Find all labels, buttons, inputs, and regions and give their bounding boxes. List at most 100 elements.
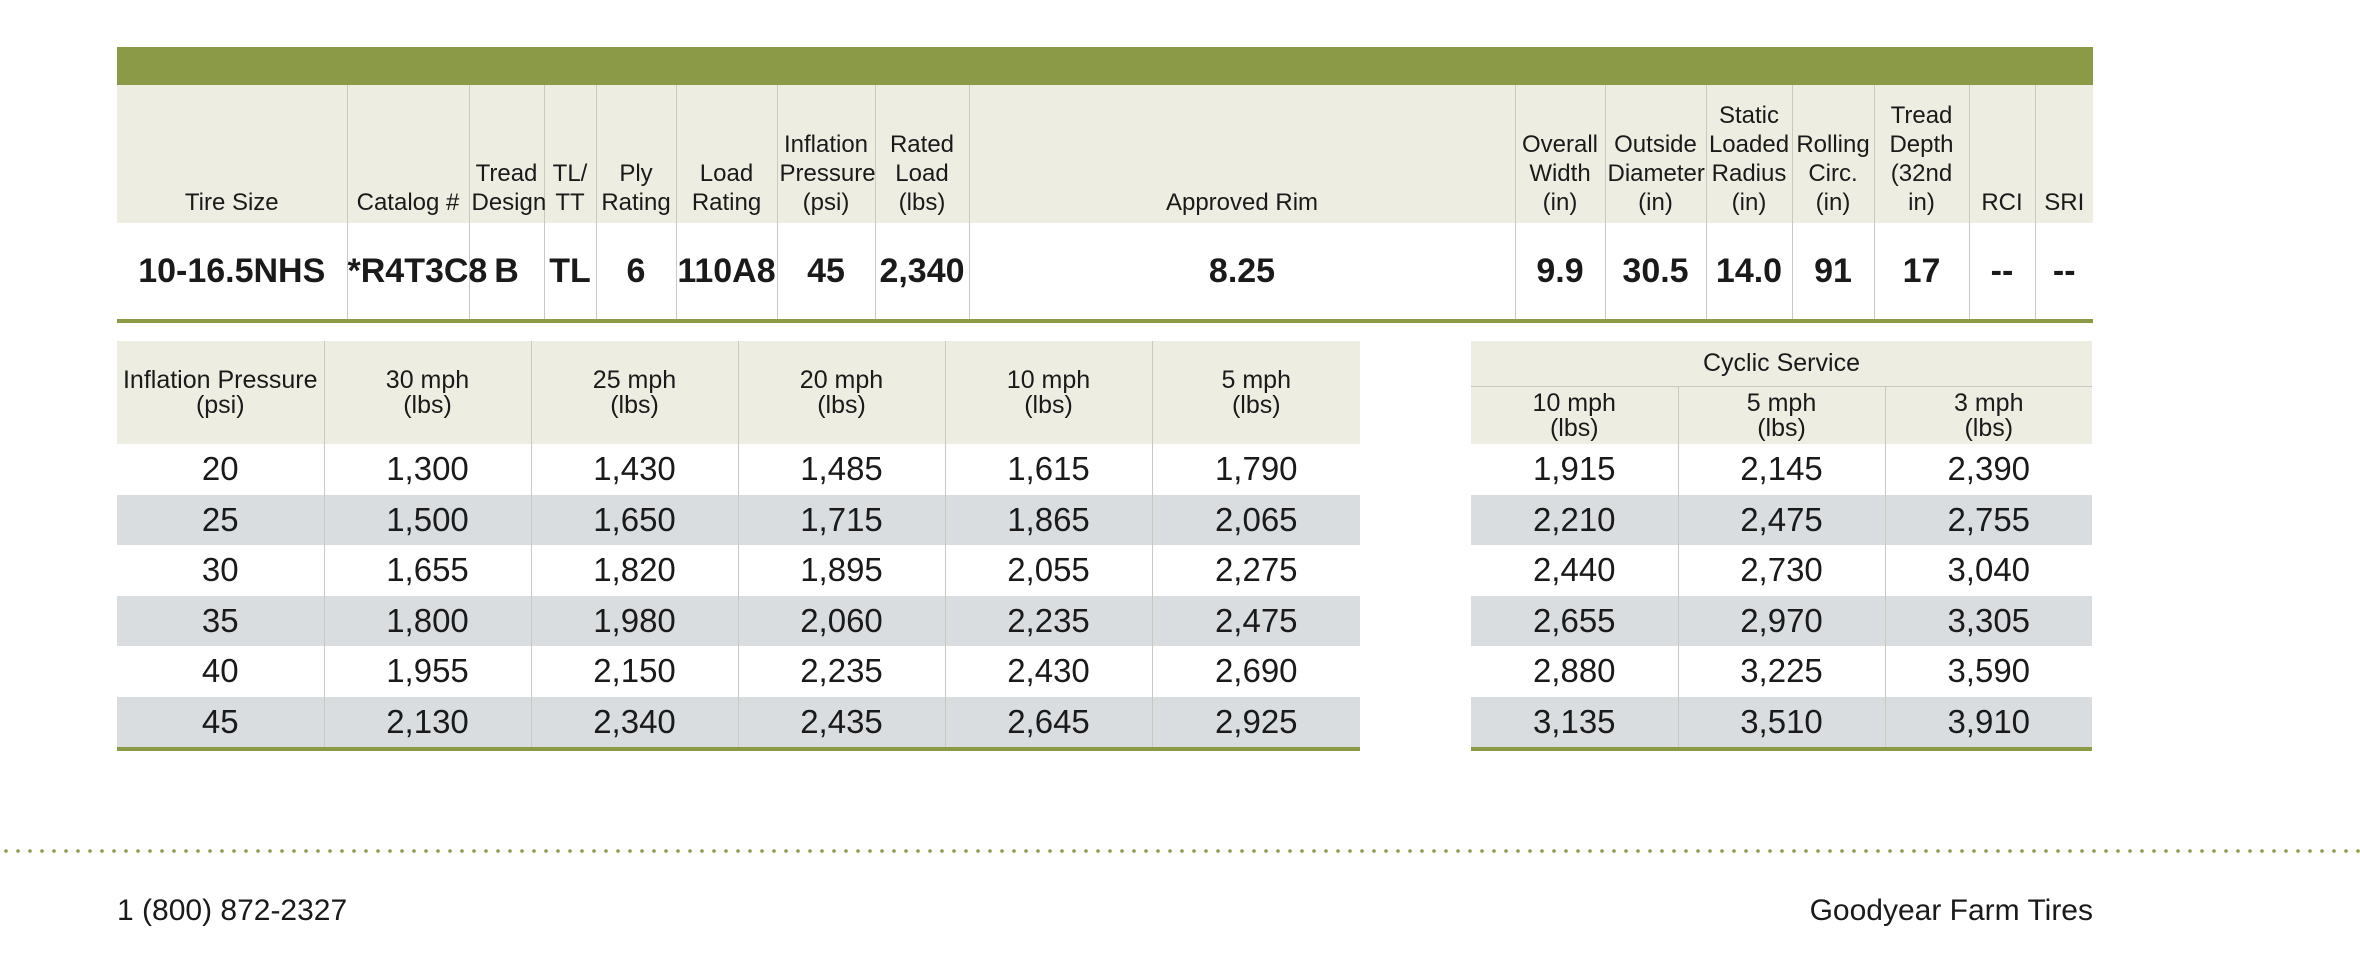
table-row: 30 1,655 1,820 1,895 2,055 2,275: [117, 545, 1360, 596]
header-line: Circ.: [1808, 160, 1858, 187]
column-header: Inflation Pressure (psi): [117, 341, 324, 444]
table-cell: 2,340: [530, 696, 738, 751]
header-line: Tire Size: [184, 189, 279, 216]
table-cell: 1,820: [530, 545, 738, 596]
column-header: SRI: [2034, 85, 2093, 223]
table-cell: 3,305: [1884, 595, 2092, 646]
table-cell: 3,040: [1884, 545, 2092, 596]
header-line: Ply: [619, 160, 653, 187]
table-cell: 1,895: [737, 545, 945, 596]
table-cell: 1,790: [1151, 444, 1360, 495]
table-cell: 35: [117, 595, 324, 646]
table-cell: 1,865: [944, 494, 1152, 545]
table-cell: 1,715: [737, 494, 945, 545]
table-cell: 2,065: [1151, 494, 1360, 545]
header-line: Outside: [1614, 131, 1697, 158]
header-line: (lbs): [1549, 413, 1599, 442]
table-cell: 1,915: [1532, 450, 1616, 488]
load-header-row: Inflation Pressure (psi) 30 mph (lbs) 25 mph…: [117, 341, 1360, 444]
table-cell: 2,435: [737, 696, 945, 751]
header-line: 25 mph: [592, 365, 677, 394]
table-cell: 3,225: [1677, 646, 1885, 697]
header-line: Radius: [1711, 160, 1787, 187]
header-line: (lbs): [1757, 413, 1806, 442]
table-row: 40 1,955 2,150 2,235 2,430 2,690: [117, 646, 1360, 697]
column-header: Tire Size: [117, 85, 347, 223]
tire-spec-table: Tire Size Catalog # Tread Design TL/TT Ply Rat…: [117, 85, 2093, 323]
header-line: (in): [1815, 189, 1851, 216]
table-cell: --: [2034, 223, 2093, 323]
table-cell: TL: [543, 223, 596, 323]
table-cell: 2,150: [530, 646, 738, 697]
table-cell: 2,235: [737, 646, 945, 697]
table-cell: 14.0: [1705, 223, 1792, 323]
table-cell: 1,650: [530, 494, 738, 545]
column-header: Catalog #: [346, 85, 469, 223]
table-cell: 45: [776, 223, 875, 323]
header-line: (in): [1542, 189, 1578, 216]
header-line: (lbs): [1964, 413, 2014, 442]
table-cell: 20: [201, 450, 239, 488]
header-line: (psi): [195, 390, 245, 419]
table-cell: 2,340: [874, 223, 969, 323]
header-line: (lbs): [1231, 390, 1281, 419]
column-header: Outside Diameter (in): [1604, 85, 1706, 223]
column-header: 10 mph (lbs): [1471, 386, 1678, 444]
table-cell: 3,135: [1471, 696, 1678, 751]
table-cell: 2,475: [1151, 595, 1360, 646]
header-line: 20 mph: [799, 365, 884, 394]
table-cell: 1,800: [323, 595, 531, 646]
header-line: (lbs): [898, 189, 946, 216]
load-inflation-table: Inflation Pressure (psi) 30 mph (lbs) 25 mph…: [117, 341, 1360, 751]
table-cell: 2,925: [1151, 696, 1360, 751]
header-line: Rolling: [1796, 131, 1870, 158]
column-header: 5 mph (lbs): [1677, 386, 1885, 444]
header-line: 10 mph: [1532, 388, 1616, 417]
table-cell: 3,590: [1884, 646, 2092, 697]
footer-phone: 1 (800) 872-2327: [117, 894, 348, 927]
header-line: TT: [555, 189, 585, 216]
column-header: Rolling Circ. (in): [1791, 85, 1874, 223]
table-cell: 1,955: [323, 646, 531, 697]
table-cell: 3,510: [1677, 696, 1885, 751]
header-line: (lbs): [610, 390, 659, 419]
column-header: Approved Rim: [968, 85, 1515, 223]
table-cell: --: [1968, 223, 2035, 323]
cyclic-service-title: Cyclic Service: [1471, 341, 2092, 387]
header-line: Depth: [1889, 131, 1954, 158]
header-line: Load: [699, 160, 754, 187]
header-line: (lbs): [1024, 390, 1073, 419]
table-cell: 6: [595, 223, 676, 323]
table-row: 25 1,500 1,650 1,715 1,865 2,065: [117, 494, 1360, 545]
spec-data-row: 10-16.5NHS *R4T3C8 B TL 6 110A8 45 2,340 8.25 9.9…: [117, 223, 2093, 323]
header-line: Width: [1529, 160, 1591, 187]
column-header: 30 mph (lbs): [323, 341, 531, 444]
table-row: 2,880 3,225 3,590: [1471, 646, 2092, 697]
column-header: 5 mph (lbs): [1151, 341, 1360, 444]
table-cell: 10-16.5NHS: [117, 223, 347, 323]
table-cell: 30.5: [1604, 223, 1706, 323]
header-line: (32nd in): [1890, 160, 1953, 216]
header-line: TL/: [552, 160, 588, 187]
table-cell: 25: [117, 494, 324, 545]
table-row: 20 1,300 1,430 1,485 1,615 1,790: [117, 444, 1360, 495]
header-line: Diameter: [1607, 160, 1705, 187]
header-line: Rated: [889, 131, 955, 158]
table-cell: 2,755: [1884, 494, 2092, 545]
table-row: 2,440 2,730 3,040: [1471, 545, 2092, 596]
load-body: 20 1,300 1,430 1,485 1,615 1,790 25 1,500 1,650 1…: [117, 444, 1360, 751]
table-cell: 2,130: [323, 696, 531, 751]
header-line: 30 mph: [385, 365, 470, 394]
header-line: 5 mph: [1221, 365, 1291, 394]
footer-brand: Goodyear Farm Tires: [1809, 894, 2093, 927]
table-cell: 2,430: [944, 646, 1152, 697]
table-cell: 110A8: [675, 223, 777, 323]
table-cell: 30: [201, 551, 239, 589]
table-cell: 2,060: [737, 595, 945, 646]
spec-header-row: Tire Size Catalog # Tread Design TL/TT Ply Rat…: [117, 85, 2093, 223]
header-line: Catalog #: [356, 189, 460, 216]
column-header: 25 mph (lbs): [530, 341, 738, 444]
table-cell: 2,655: [1471, 595, 1678, 646]
header-line: (lbs): [403, 390, 452, 419]
cyclic-body: 1,915 2,145 2,390 2,210 2,475 2,755 2,440 2,730…: [1471, 444, 2092, 751]
